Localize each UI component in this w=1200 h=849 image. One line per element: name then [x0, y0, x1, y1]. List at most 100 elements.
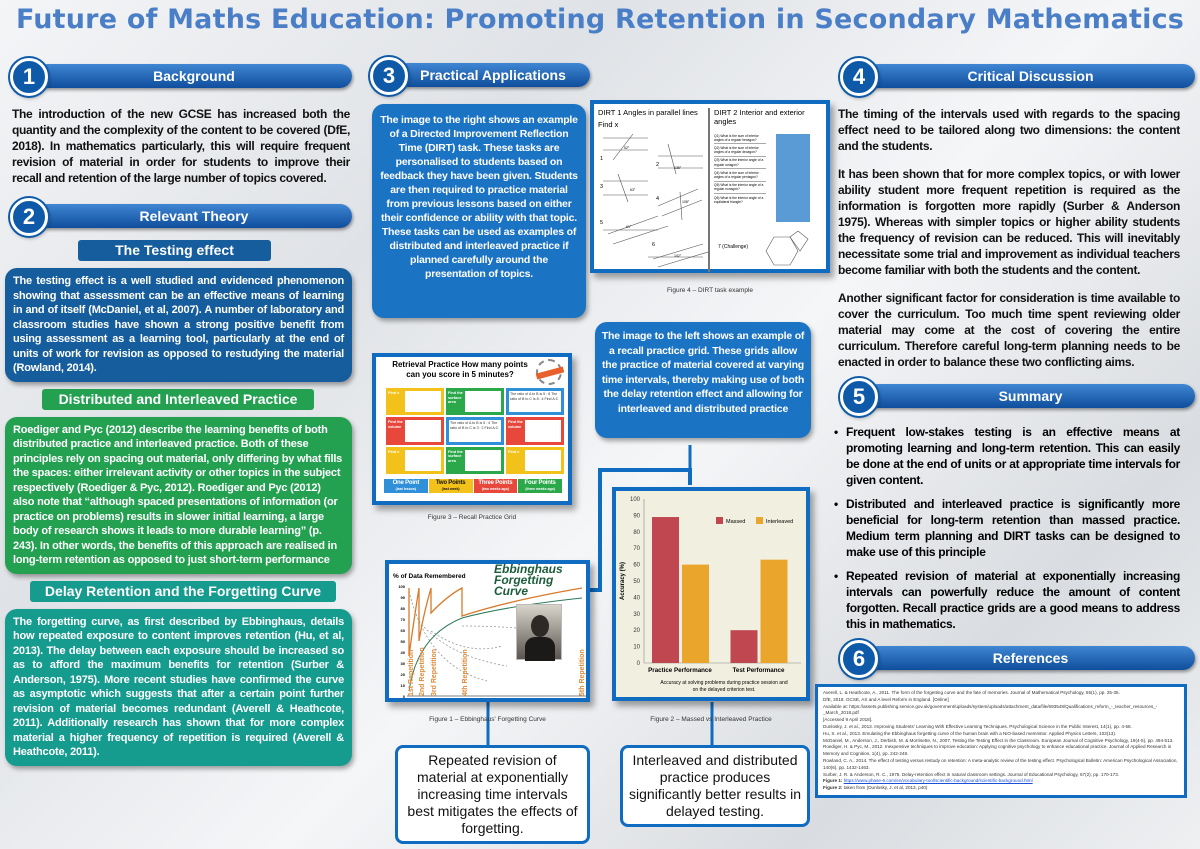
dirt-description-text: The image to the right shows an example …	[380, 114, 578, 280]
reference-item: McDaniel, M., Anderson, J., Derbish, M. …	[823, 737, 1174, 743]
grid-cell-text: The ratio of A to B is 5 : 8 The ratio o…	[509, 391, 561, 413]
section-number: 5	[840, 378, 878, 416]
summary-item: Distributed and interleaved practice is …	[834, 496, 1180, 560]
y-tick-label: 0	[637, 661, 641, 667]
forgetting-curves	[407, 586, 587, 697]
section-label: References	[866, 646, 1195, 670]
figure-ref: Figure 2: taken from (Dunlosky, J. et al…	[823, 785, 1179, 792]
y-tick-label: 10	[400, 683, 405, 688]
legend-swatch	[756, 517, 763, 524]
callout-left: Repeated revision of material at exponen…	[395, 745, 590, 844]
grid-cell-text: Find the surface area	[448, 391, 463, 404]
summary-list: Frequent low-stakes testing is an effect…	[834, 424, 1180, 640]
bar-chart-figure: 0 10 20 30 40 50 60 70 80 90 100 Accuracy (%) Practi…	[612, 487, 810, 701]
y-tick-label: 50	[400, 639, 405, 644]
figure-ref-label: Figure 1:	[823, 778, 843, 784]
dirt2-title: DIRT 2 Interior and exterior angles	[714, 108, 805, 126]
forgetting-caption: Figure 1 – Ebbinghaus' Forgetting Curve	[429, 716, 546, 723]
y-tick-label: 90	[400, 595, 405, 600]
dirt-figure-frame: DIRT 1 Angles in parallel lines Find x 1…	[590, 100, 830, 273]
y-tick-label: 100	[398, 584, 405, 589]
answer-cover	[776, 134, 810, 222]
figure-ref-link[interactable]: https://www.phase-6.com/en/vocabulary-to…	[843, 778, 1033, 784]
distributed-practice-title: Distributed and Interleaved Practice	[42, 388, 314, 410]
background-text: The introduction of the new GCSE has inc…	[12, 107, 350, 185]
section-number: 2	[10, 198, 48, 236]
angle-label: 61°	[626, 225, 632, 229]
reference-item: Available at: https://assets.publishing.…	[823, 703, 1158, 716]
discussion-paragraph: It has been shown that for more complex …	[838, 167, 1180, 277]
y-tick-label: 60	[400, 628, 405, 633]
legend-label: Massed	[726, 519, 745, 525]
grid-cell-text: Find x	[388, 391, 400, 395]
grid-cell: Find the volume	[505, 416, 565, 446]
divider	[708, 108, 710, 272]
figure-ref: Figure 1: https://www.phase-6.com/en/voc…	[823, 778, 1179, 785]
shape-diagram	[405, 391, 441, 413]
shape-diagram	[525, 420, 561, 442]
reference-item: [Accessed 9 April 2018].	[823, 717, 873, 723]
grid-cell-text: Find x	[388, 449, 400, 454]
y-tick-label: 10	[633, 645, 640, 651]
grid-cell-text: Find x	[508, 449, 520, 454]
discussion-paragraph: The timing of the intervals used with re…	[838, 107, 1180, 153]
y-tick-label: 60	[633, 563, 640, 569]
points-sub: (two weeks ago)	[481, 487, 509, 491]
shape-diagram	[405, 449, 441, 471]
angle-label: 52°	[624, 146, 630, 150]
shape-diagram	[405, 420, 441, 442]
testing-effect-text: The testing effect is a well studied and…	[13, 275, 344, 374]
grid-cell-text: Find the volume	[388, 420, 403, 429]
repetition-label: 5th Repetition	[579, 649, 586, 696]
grid-cell: Find x	[385, 387, 445, 417]
question: Q2) What is the sum of interior angles o…	[714, 144, 766, 157]
hexagon-square-diagram	[765, 230, 809, 266]
summary-item: Frequent low-stakes testing is an effect…	[834, 424, 1180, 488]
repetition-label: 4th Repetition	[462, 649, 469, 696]
recall-description-box: The image to the left shows an example o…	[595, 322, 811, 438]
parallel-lines-diagrams	[603, 134, 708, 268]
question: Q1) What is the sum of interior angles o…	[714, 132, 766, 145]
reference-item: DfE, 2018. GCSE, AS and A level Reform i…	[823, 696, 949, 702]
angle-label: 102°	[674, 254, 682, 258]
y-tick-label: 30	[400, 661, 405, 666]
bar-massed-0	[652, 517, 679, 663]
dirt1-title: DIRT 1 Angles in parallel lines	[598, 108, 698, 117]
section-header-relevant-theory: Relevant Theory 2	[10, 198, 352, 236]
forgetting-ylabel: % of Data Remembered	[393, 573, 466, 580]
y-tick-label: 90	[633, 513, 640, 519]
reference-item: Roediger, H. & Pyc, M., 2012. Inexpensiv…	[823, 744, 1172, 757]
discussion-text: The timing of the intervals used with re…	[838, 106, 1180, 370]
section-label: Summary	[866, 384, 1195, 408]
angle-label: 108°	[682, 200, 690, 204]
y-tick-label: 50	[633, 579, 640, 585]
y-tick-label: 70	[400, 617, 405, 622]
reference-item: Surber, J. R. & Anderson, R. C., 1975. D…	[823, 771, 1120, 777]
y-tick-label: 80	[633, 530, 640, 536]
bar-interleaved-1	[760, 559, 788, 663]
grid-cell-text: Find the volume	[508, 420, 523, 429]
legend-label: Interleaved	[766, 519, 793, 525]
section-header-references: References 6	[840, 640, 1195, 678]
x-tick-label: Test Performance	[733, 667, 785, 674]
points-legend: One Point (last lesson) Two Points (last we…	[384, 479, 562, 493]
section-number: 3	[370, 57, 408, 95]
section-number: 6	[840, 640, 878, 678]
points-key: Two Points (last week)	[428, 479, 473, 493]
testing-effect-box: The testing effect is a well studied and…	[5, 268, 352, 382]
points-sub: (three weeks ago)	[525, 487, 555, 491]
challenge-label: 7 (Challenge)	[718, 244, 749, 250]
delay-retention-text: The forgetting curve, as first described…	[13, 615, 344, 759]
grid-cell: Find the surface area	[445, 445, 505, 475]
grid-cell-text: Find the surface area	[448, 449, 463, 463]
callout-right: Interleaved and distributed practice pro…	[620, 745, 810, 827]
recall-description-text: The image to the left shows an example o…	[601, 330, 805, 415]
grid-cell-text: The ratio of A to B is 5 : 4 The ratio o…	[449, 420, 501, 442]
item-number: 1	[600, 156, 604, 162]
section-header-practical: Practical Applications 3	[370, 57, 590, 95]
recall-grid-figure: Retrieval Practice How many points can y…	[372, 353, 572, 505]
bar-chart: 0 10 20 30 40 50 60 70 80 90 100 Accuracy (%) Practi…	[620, 497, 801, 693]
grid-cell: Find the surface area	[445, 387, 505, 417]
points-label: One Point	[392, 480, 420, 486]
repetition-label: 1st Repetition	[408, 649, 415, 696]
